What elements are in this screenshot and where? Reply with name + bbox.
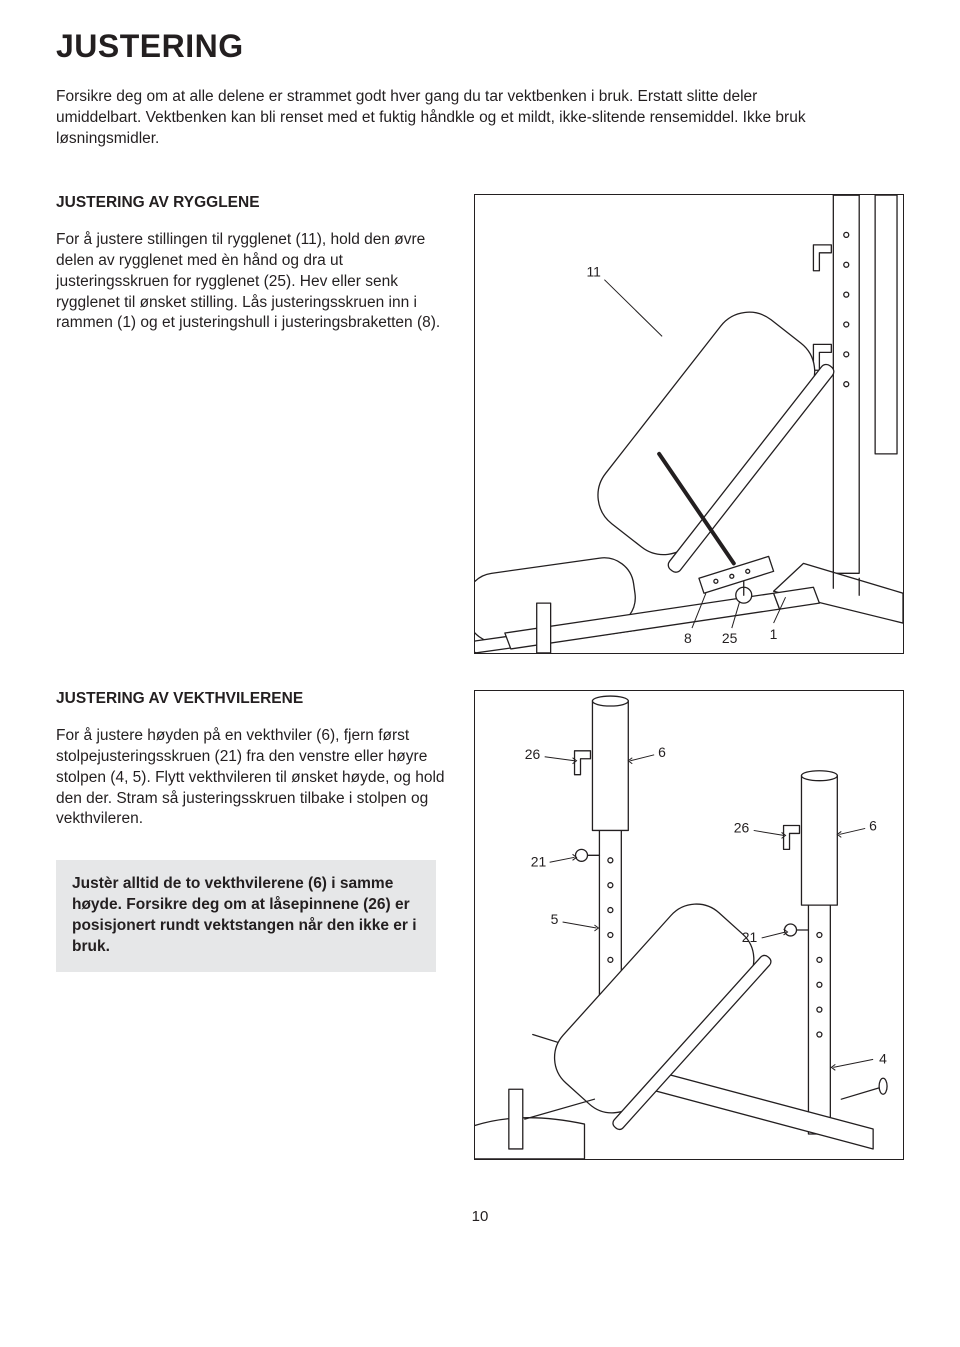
section-vekthvilerene: JUSTERING AV VEKTHVILERENE For å justere…	[56, 690, 904, 1160]
section1-body: For å justere stillingen til rygglenet (…	[56, 230, 450, 335]
figure2-svg: 26 6 21 5 26 6 21 4	[475, 691, 903, 1159]
figure1-svg: 11 8 25 1	[475, 195, 903, 653]
section2-callout: Justèr alltid de to vekthvilerene (6) i …	[56, 860, 436, 972]
section-rygglene: JUSTERING AV RYGGLENE For å justere stil…	[56, 194, 904, 654]
page-title: JUSTERING	[56, 28, 904, 65]
section2-body: For å justere høyden på en vekthviler (6…	[56, 726, 450, 831]
intro-paragraph: Forsikre deg om at alle delene er stramm…	[56, 87, 836, 150]
figure-1: 11 8 25 1	[474, 194, 904, 654]
fig2-label-26r: 26	[734, 819, 750, 835]
fig2-label-26l: 26	[525, 746, 541, 762]
figure-2: 26 6 21 5 26 6 21 4	[474, 690, 904, 1160]
fig2-label-4: 4	[879, 1050, 887, 1066]
fig2-label-21r: 21	[742, 929, 758, 945]
fig2-label-21l: 21	[531, 853, 547, 869]
section2-heading: JUSTERING AV VEKTHVILERENE	[56, 690, 450, 708]
fig1-label-8: 8	[684, 630, 692, 646]
fig1-label-25: 25	[722, 630, 738, 646]
fig2-label-6r: 6	[869, 817, 877, 833]
fig1-label-1: 1	[770, 626, 778, 642]
page-number: 10	[56, 1208, 904, 1225]
fig1-label-11: 11	[586, 263, 601, 279]
fig2-label-5: 5	[551, 911, 559, 927]
fig2-label-6l: 6	[658, 744, 666, 760]
section1-heading: JUSTERING AV RYGGLENE	[56, 194, 450, 212]
